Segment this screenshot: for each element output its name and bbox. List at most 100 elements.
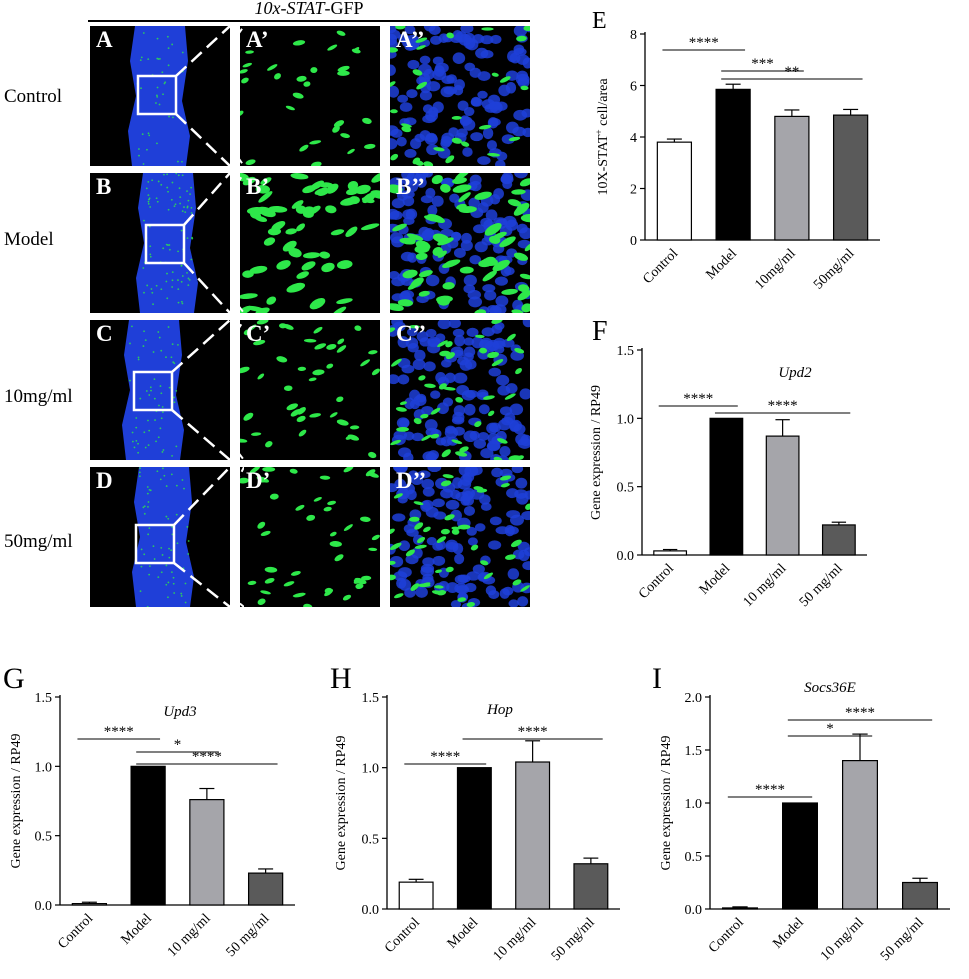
gfp-cell: [355, 583, 364, 590]
gfp-cell: [298, 429, 307, 437]
gfp-speck: [157, 58, 160, 60]
gfp-cell: [264, 566, 278, 573]
gfp-cell: [474, 421, 482, 428]
gfp-cell: [520, 214, 530, 223]
significance-label: ****: [430, 749, 460, 765]
gfp-cell: [267, 64, 278, 71]
dapi-nucleus: [427, 343, 441, 354]
x-tick-label: 10 mg/ml: [741, 561, 790, 610]
gfp-speck: [152, 303, 154, 306]
gfp-speck: [180, 229, 183, 232]
micrograph-image: [240, 467, 380, 607]
gfp-speck: [140, 565, 143, 568]
gfp-speck: [139, 467, 141, 470]
gfp-speck: [170, 571, 173, 574]
gfp-cell: [424, 383, 436, 388]
gfp-cell: [347, 148, 355, 155]
gfp-speck: [184, 601, 187, 604]
gfp-speck: [175, 173, 178, 175]
gfp-cell: [371, 368, 380, 376]
micrograph-image: [128, 26, 190, 166]
dapi-nucleus: [452, 328, 465, 337]
y-tick-label: 1.5: [35, 691, 53, 706]
gfp-cell: [514, 348, 525, 354]
dapi-nucleus: [497, 419, 511, 431]
gfp-cell: [371, 534, 380, 541]
dapi-nucleus: [419, 55, 431, 65]
dapi-nucleus: [400, 251, 415, 262]
y-tick-label: 8: [630, 28, 637, 43]
gfp-speck: [170, 356, 173, 359]
dapi-nucleus: [452, 349, 464, 359]
bar-3: [247, 872, 284, 906]
gfp-speck: [155, 102, 157, 104]
bar-3: [902, 881, 939, 910]
gfp-cell: [413, 417, 422, 425]
gfp-cell: [434, 585, 444, 589]
gfp-cell: [240, 110, 244, 117]
y-axis-label: 10X-STAT+ cell/area: [594, 78, 611, 196]
gfp-speck: [160, 349, 163, 352]
gfp-cell: [336, 298, 353, 305]
gfp-cell: [361, 575, 372, 581]
dapi-nucleus: [435, 333, 446, 343]
bar-0: [656, 141, 693, 241]
gfp-cell: [371, 173, 380, 183]
dapi-nucleus: [517, 541, 530, 552]
gfp-cell: [334, 554, 344, 562]
gfp-speck: [191, 237, 194, 240]
gfp-cell: [292, 92, 304, 99]
dapi-nucleus: [397, 374, 410, 385]
gfp-cell: [263, 237, 276, 246]
dapi-nucleus: [469, 180, 482, 192]
dapi-nucleus: [480, 35, 494, 45]
gfp-speck: [149, 255, 152, 258]
panel-letter-f: F: [592, 316, 608, 347]
micrograph-image: [132, 467, 194, 607]
gfp-cell: [474, 309, 487, 313]
gfp-speck: [147, 58, 150, 61]
dapi-nucleus: [463, 430, 478, 442]
dapi-nucleus: [469, 467, 483, 476]
gfp-cell: [406, 233, 424, 241]
gfp-cell: [402, 269, 418, 279]
dapi-nucleus: [494, 276, 508, 286]
dapi-nucleus: [484, 290, 497, 301]
dapi-nucleus: [452, 426, 465, 436]
gfp-cell: [412, 69, 423, 76]
gfp-speck: [147, 132, 150, 135]
gfp-speck: [171, 286, 174, 288]
dapi-nucleus: [477, 389, 489, 398]
gfp-cell: [435, 569, 442, 574]
gfp-cell: [285, 228, 297, 235]
panel-letter: B’’: [396, 174, 425, 199]
gfp-cell: [474, 191, 492, 200]
gfp-speck: [146, 605, 149, 607]
dapi-nucleus: [466, 526, 477, 536]
micrograph-image: [390, 467, 530, 607]
micrograph-ap: A’: [240, 26, 380, 166]
gfp-cell: [242, 62, 253, 68]
gfp-speck: [137, 356, 140, 359]
gfp-cell: [518, 284, 530, 293]
dapi-nucleus: [481, 99, 496, 110]
gfp-speck: [187, 540, 190, 542]
gfp-cell: [343, 467, 354, 473]
dapi-nucleus: [397, 94, 409, 103]
gfp-cell: [390, 528, 395, 535]
gfp-cell: [396, 427, 409, 432]
gfp-speck: [147, 202, 150, 205]
gfp-speck: [156, 200, 159, 203]
gfp-cell: [283, 385, 293, 391]
gfp-cell: [260, 530, 271, 536]
dapi-nucleus: [398, 540, 411, 552]
gfp-cell: [296, 223, 306, 232]
gfp-cell: [266, 296, 277, 305]
gfp-speck: [165, 280, 168, 283]
gfp-speck: [178, 187, 181, 190]
gfp-cell: [258, 191, 273, 203]
dapi-nucleus: [398, 567, 412, 578]
dapi-nucleus: [522, 320, 530, 328]
gfp-cell: [513, 252, 529, 261]
x-tick-label: 10mg/ml: [752, 246, 798, 292]
